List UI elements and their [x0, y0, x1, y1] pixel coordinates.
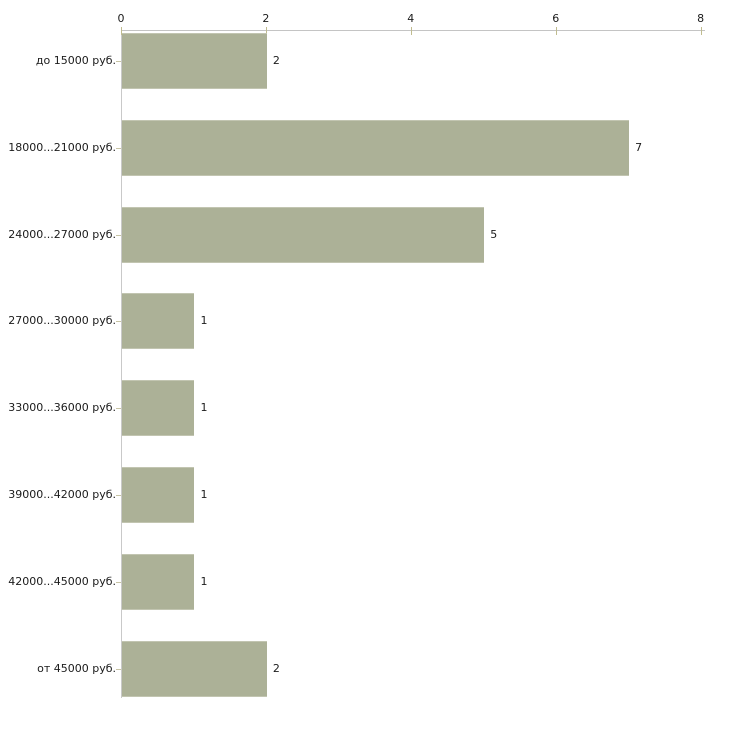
- x-axis-tick-mark: [121, 27, 122, 35]
- x-axis-tick-mark: [700, 27, 702, 35]
- category-label: 24000...27000 руб.: [8, 227, 116, 241]
- value-label: 1: [200, 314, 208, 328]
- category-tick-mark: [116, 234, 121, 236]
- x-axis-tick-label: 8: [697, 12, 705, 25]
- x-axis-tick-label: 4: [407, 12, 415, 25]
- category-tick-mark: [116, 495, 121, 496]
- bar: [122, 640, 267, 697]
- category-label: 33000...36000 руб.: [8, 401, 116, 415]
- bar: [122, 553, 195, 610]
- category-tick-mark: [116, 321, 121, 323]
- category-label: 42000...45000 руб.: [8, 574, 116, 588]
- category-tick-mark: [116, 408, 121, 410]
- value-label: 1: [200, 574, 208, 588]
- category-tick-mark: [116, 147, 121, 149]
- category-tick-mark: [116, 581, 121, 583]
- x-axis-tick-mark: [555, 27, 557, 35]
- category-label: 39000...42000 руб.: [8, 488, 116, 501]
- value-label: 2: [272, 661, 280, 675]
- value-label: 7: [635, 140, 643, 154]
- value-label: 2: [272, 54, 280, 67]
- x-axis-tick-mark: [410, 27, 412, 35]
- bar: [122, 380, 195, 437]
- x-axis-tick-label: 0: [117, 12, 125, 25]
- category-label: от 45000 руб.: [37, 661, 116, 675]
- bar: [122, 206, 485, 263]
- value-label: 1: [200, 488, 208, 501]
- bar: [122, 119, 630, 176]
- category-label: до 15000 руб.: [35, 54, 116, 67]
- bar: [122, 293, 195, 350]
- category-label: 18000...21000 руб.: [8, 140, 116, 154]
- x-axis-tick-mark: [265, 27, 267, 35]
- category-tick-mark: [116, 61, 121, 62]
- category-label: 27000...30000 руб.: [8, 314, 116, 328]
- y-axis-line: [121, 30, 122, 698]
- value-label: 1: [200, 401, 208, 415]
- value-label: 5: [490, 227, 498, 241]
- x-axis-tick-label: 2: [262, 12, 270, 25]
- x-axis-line: [121, 30, 705, 31]
- bar: [122, 33, 267, 89]
- bar: [122, 467, 195, 523]
- category-tick-mark: [116, 668, 121, 670]
- x-axis-tick-label: 6: [552, 12, 560, 25]
